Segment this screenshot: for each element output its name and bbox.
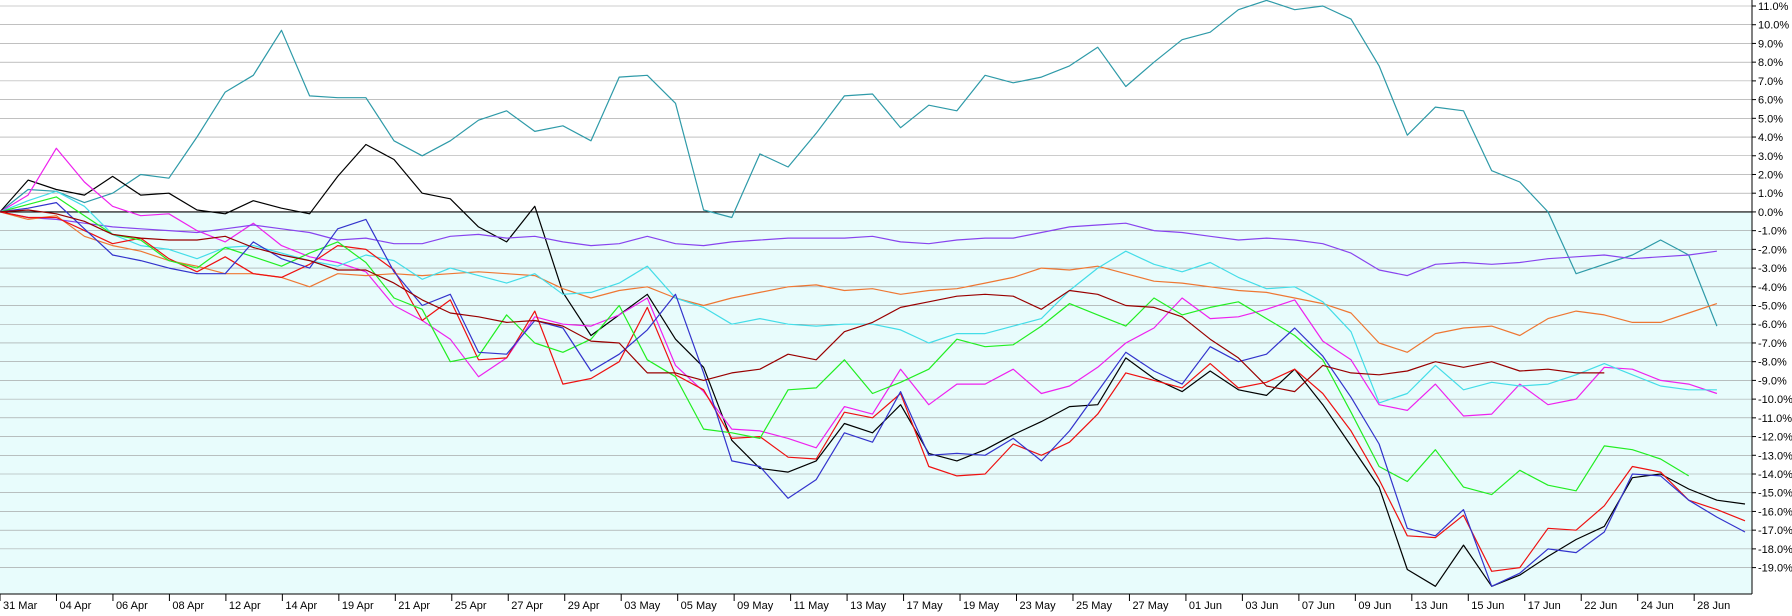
- y-tick-label: 5.0%: [1758, 113, 1783, 125]
- x-tick-label: 13 Jun: [1415, 600, 1448, 612]
- series-line-8: [0, 196, 1690, 496]
- series-line-7: [0, 211, 1746, 572]
- y-tick-label: 3.0%: [1758, 151, 1783, 163]
- y-tick-label: 7.0%: [1758, 76, 1783, 88]
- y-tick-label: 6.0%: [1758, 95, 1783, 107]
- y-tick-label: 10.0%: [1758, 20, 1789, 32]
- x-tick-label: 04 Apr: [59, 600, 91, 612]
- y-tick-label: -6.0%: [1758, 319, 1787, 331]
- y-tick-label: -14.0%: [1758, 469, 1792, 481]
- x-tick-label: 15 Jun: [1471, 600, 1504, 612]
- x-tick-label: 25 May: [1076, 600, 1113, 612]
- x-tick-label: 03 Jun: [1245, 600, 1278, 612]
- y-tick-label: -18.0%: [1758, 544, 1792, 556]
- x-tick-label: 24 Jun: [1641, 600, 1674, 612]
- x-tick-label: 25 Apr: [455, 600, 487, 612]
- y-tick-label: -13.0%: [1758, 450, 1792, 462]
- chart-background: [0, 0, 1752, 595]
- y-tick-label: 4.0%: [1758, 132, 1783, 144]
- y-tick-label: -12.0%: [1758, 432, 1792, 444]
- x-tick-label: 07 Jun: [1302, 600, 1335, 612]
- x-tick-label: 12 Apr: [229, 600, 261, 612]
- y-tick-label: 8.0%: [1758, 57, 1783, 69]
- x-tick-label: 21 Apr: [398, 600, 430, 612]
- x-tick-label: 11 May: [794, 600, 830, 612]
- x-tick-label: 03 May: [624, 600, 661, 612]
- y-tick-label: -9.0%: [1758, 375, 1787, 387]
- x-tick-label: 19 May: [963, 600, 1000, 612]
- positive-region-bg: [0, 0, 1752, 212]
- series-line-10: [0, 209, 1605, 393]
- x-tick-label: 06 Apr: [116, 600, 148, 612]
- y-tick-label: -8.0%: [1758, 357, 1787, 369]
- x-tick-label: 01 Jun: [1189, 600, 1222, 612]
- y-tick-label: -11.0%: [1758, 413, 1792, 425]
- negative-region-bg: [0, 211, 1752, 595]
- y-tick-label: -3.0%: [1758, 263, 1787, 275]
- x-tick-label: 13 May: [850, 600, 887, 612]
- series-line-4: [0, 211, 1717, 277]
- x-tick-label: 31 Mar: [3, 600, 38, 612]
- x-tick-label: 17 May: [907, 600, 944, 612]
- y-tick-label: -10.0%: [1758, 394, 1792, 406]
- y-tick-label: -2.0%: [1758, 244, 1787, 256]
- series-line-3: [0, 147, 1718, 449]
- y-tick-label: -7.0%: [1758, 338, 1787, 350]
- y-tick-label: 11.0%: [1758, 1, 1789, 13]
- x-tick-label: 23 May: [1020, 600, 1057, 612]
- x-tick-label: 19 Apr: [342, 600, 374, 612]
- x-tick-label: 27 May: [1132, 600, 1169, 612]
- x-tick-label: 05 May: [681, 600, 718, 612]
- x-tick-label: 09 May: [737, 600, 774, 612]
- y-tick-label: -19.0%: [1758, 563, 1792, 575]
- axes: [0, 0, 1753, 595]
- series-line-6: [0, 190, 1717, 404]
- x-tick-label: 22 Jun: [1584, 600, 1617, 612]
- y-axis-tick-labels: 11.0% 10.0% 9.0% 8.0% 7.0% 6.0% 5.0% 4.0% 3.0% 2.…: [1752, 1, 1792, 575]
- x-tick-label: 28 Jun: [1697, 600, 1730, 612]
- series-line-2: [0, 143, 1746, 587]
- y-tick-label: -5.0%: [1758, 301, 1787, 313]
- y-tick-label: -17.0%: [1758, 525, 1792, 537]
- x-tick-label: 17 Jun: [1528, 600, 1561, 612]
- x-tick-label: 14 Apr: [285, 600, 317, 612]
- x-tick-label: 27 Apr: [511, 600, 543, 612]
- x-tick-label: 29 Apr: [568, 600, 600, 612]
- y-tick-label: -4.0%: [1758, 282, 1787, 294]
- x-axis-tick-labels: 31 Mar 04 Apr 06 Apr 08 Apr 12 Apr 14 Apr 19 A…: [0, 594, 1730, 612]
- y-tick-label: 0.0%: [1758, 207, 1783, 219]
- x-tick-label: 09 Jun: [1358, 600, 1391, 612]
- y-tick-label: 1.0%: [1758, 188, 1783, 200]
- y-tick-label: -15.0%: [1758, 488, 1792, 500]
- x-tick-label: 08 Apr: [172, 600, 204, 612]
- series-line-9: [0, 202, 1746, 587]
- y-tick-label: 2.0%: [1758, 169, 1783, 181]
- series-lines: [0, 0, 1746, 587]
- y-tick-label: -16.0%: [1758, 506, 1792, 518]
- y-tick-label: -1.0%: [1758, 226, 1787, 238]
- series-line-5: [0, 211, 1718, 353]
- series-line-1: [0, 0, 1718, 327]
- y-tick-label: 9.0%: [1758, 38, 1783, 50]
